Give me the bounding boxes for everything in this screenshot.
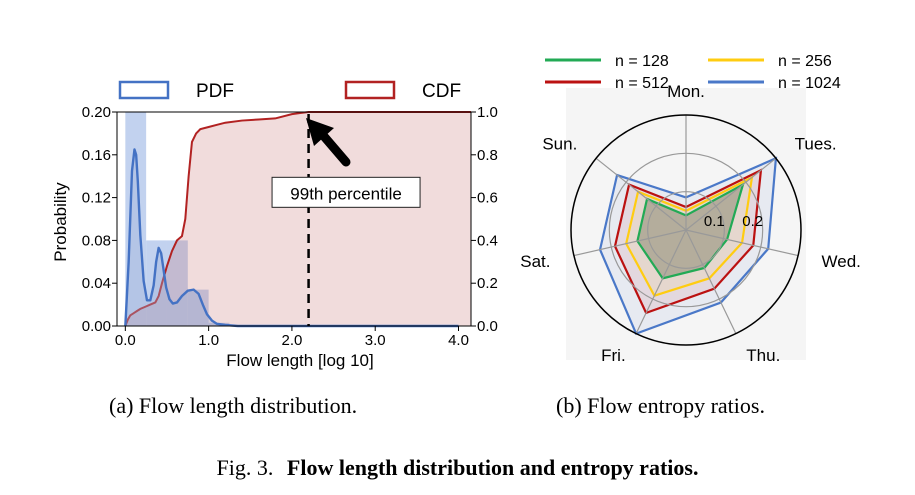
radar-spoke-5 [635, 229, 687, 334]
radar-legend-label: n = 128 [615, 53, 669, 70]
annotation-text: 99th percentile [290, 184, 402, 203]
y-tick-label: 0.08 [82, 232, 111, 249]
figure-caption: Fig. 3. Flow length distribution and ent… [0, 455, 915, 481]
legend-label-cdf: CDF [422, 81, 461, 102]
radar-axis-label: Tues. [795, 134, 837, 153]
legend-swatch-pdf [118, 80, 170, 100]
radar-axis-label: Thu. [746, 346, 780, 365]
radar-axis-label: Mon. [667, 82, 705, 101]
histogram-bar-4 [187, 289, 209, 326]
annotation-arrow-head [306, 118, 334, 146]
y-tick-label: 0.00 [82, 318, 111, 335]
x-tick-label: 1.0 [198, 332, 219, 349]
legend-swatch-cdf [344, 80, 396, 100]
pdf-line [124, 148, 459, 328]
cdf-line [124, 111, 471, 327]
panel-a-x-axis-label: Flow length [log 10] [226, 351, 373, 370]
radar-outer-circle [570, 114, 802, 346]
annotation-box [271, 176, 421, 208]
y2-tick-label: 0.0 [477, 318, 498, 335]
panel-a-plot-area: 99th percentile 0.00 0.04 0.08 0.12 0.16 0.20 0… [82, 104, 498, 349]
panel-a-axes-frame [116, 111, 472, 327]
y2-tick-label: 0.8 [477, 147, 498, 164]
y2-tick-label: 0.4 [477, 232, 498, 249]
radar-spoke-7 [595, 157, 687, 231]
radar-legend-label: n = 256 [778, 53, 832, 70]
radar-r-tick-label: 0.1 [704, 213, 725, 230]
panel-a-flow-length-chart: PDF CDF 99th percentile 0.00 0.04 0.08 0.12 0.… [51, 80, 498, 370]
panel-b-entropy-radar-chart: n = 128 n = 256 n = 512 n = 1024 0.1 0.2 Mon.… [520, 53, 861, 365]
pdf-area [125, 149, 459, 326]
figure-caption-title: Flow length distribution and entropy rat… [286, 455, 699, 480]
x-tick-label: 2.0 [281, 332, 302, 349]
panel-b-legend: n = 128 n = 256 n = 512 n = 1024 [545, 53, 841, 92]
radar-legend-label: n = 512 [615, 75, 669, 92]
radar-r-tick-label: 0.2 [742, 213, 763, 230]
panel-a-y-axis-label: Probability [51, 182, 70, 262]
panel-b-radar-plot: 0.1 0.2 Mon. Tues. Wed. Thu. Fri. Sat. Sun. [520, 82, 861, 365]
histogram-bar-1 [125, 112, 147, 326]
y-tick-label: 0.04 [82, 275, 111, 292]
histogram-bar-3 [166, 240, 188, 326]
x-tick-label: 3.0 [365, 332, 386, 349]
y2-tick-label: 0.2 [477, 275, 498, 292]
radar-axis-label: Sat. [520, 252, 550, 271]
legend-label-pdf: PDF [196, 81, 234, 102]
radar-spoke-3 [685, 229, 799, 257]
y-tick-label: 0.20 [82, 104, 111, 121]
y-tick-label: 0.12 [82, 190, 111, 207]
y2-tick-label: 0.6 [477, 190, 498, 207]
x-tick-label: 4.0 [448, 332, 469, 349]
x-tick-label: 0.0 [115, 332, 136, 349]
figure-caption-prefix: Fig. 3. [216, 455, 274, 480]
radar-legend-label: n = 1024 [778, 75, 841, 92]
radar-spoke-6 [573, 229, 687, 257]
radar-spoke-2 [685, 157, 777, 231]
radar-axis-label: Fri. [601, 346, 626, 365]
radar-axis-label: Sun. [542, 134, 577, 153]
radar-spoke-4 [685, 229, 737, 334]
subcaption-b: (b) Flow entropy ratios. [556, 393, 765, 418]
y2-tick-label: 1.0 [477, 104, 498, 121]
subcaption-a: (a) Flow length distribution. [109, 393, 358, 418]
panel-a-legend: PDF CDF [118, 80, 461, 102]
annotation-arrow-shaft [317, 129, 351, 167]
radar-axis-label: Wed. [822, 252, 861, 271]
cdf-area [125, 112, 472, 326]
y-tick-label: 0.16 [82, 147, 111, 164]
